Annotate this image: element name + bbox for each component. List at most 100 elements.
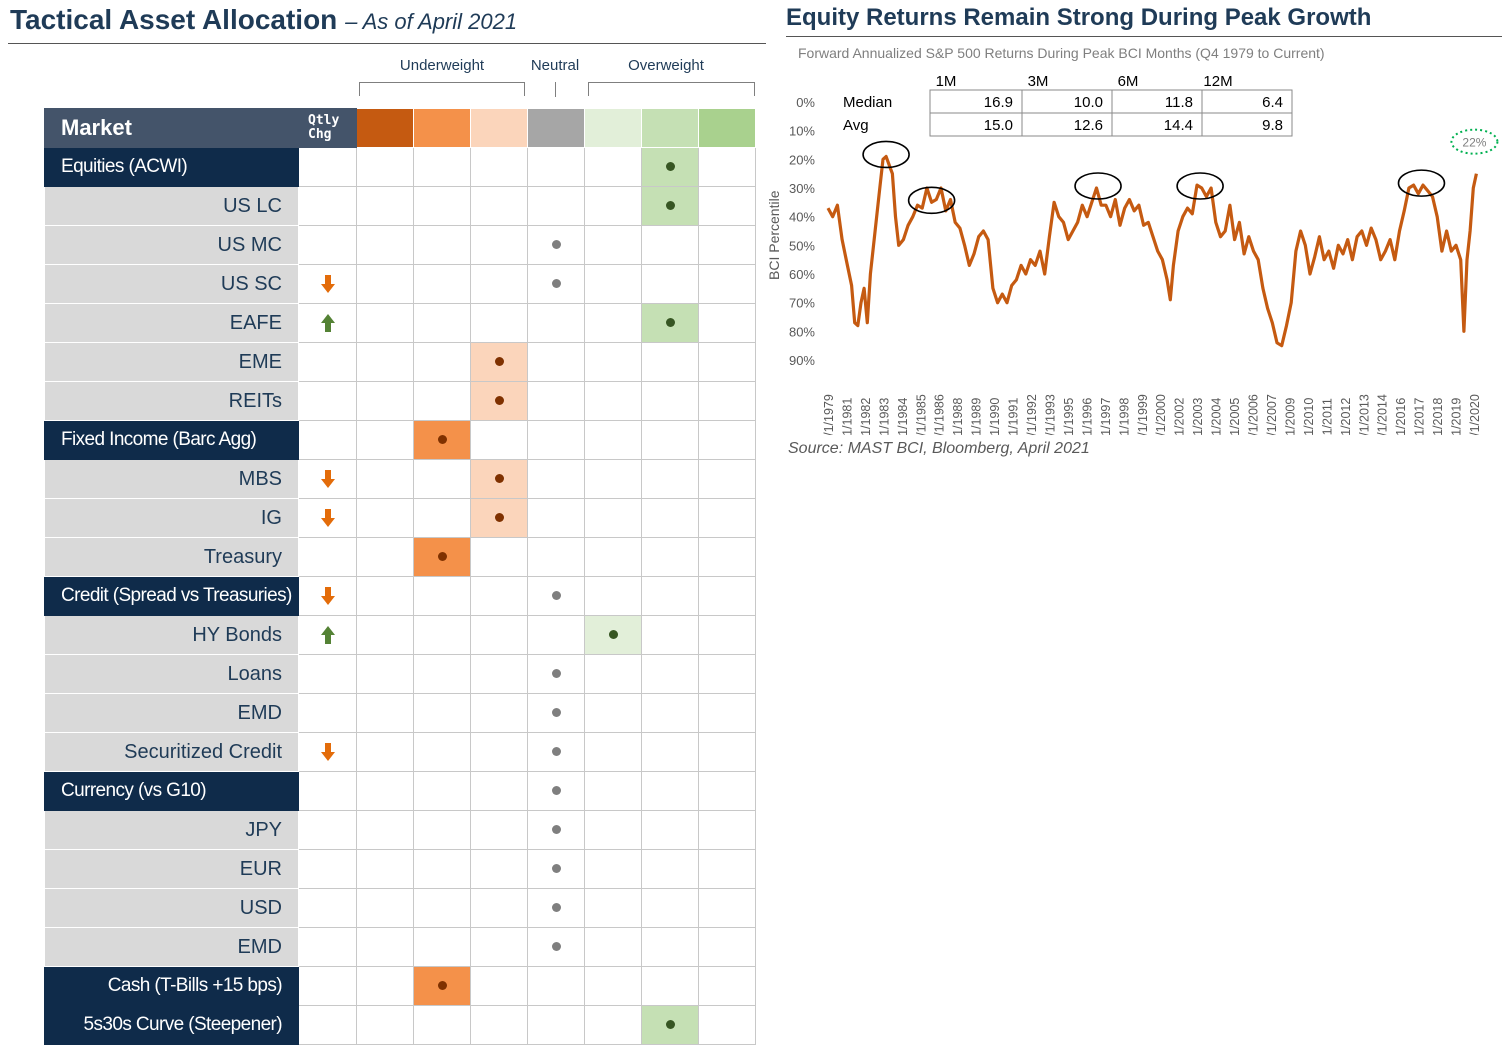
asset-label: EMD: [44, 693, 299, 733]
scale-swatch-1: [356, 108, 414, 148]
neutral-bracket: [555, 82, 556, 97]
x-tick-label: 4/1/1996: [1080, 398, 1094, 435]
allocation-scale-cell: [641, 459, 699, 499]
allocation-row: EME: [44, 342, 756, 382]
allocation-scale-cell: [584, 693, 642, 733]
scale-swatch-7: [698, 108, 756, 148]
allocation-scale-cell: [356, 420, 414, 460]
arrow-down-icon: [320, 509, 335, 527]
returns-column-header: 6M: [1118, 73, 1139, 90]
allocation-table: Market Qtly Chg Equities (ACWI) US LC US M…: [44, 108, 756, 1045]
y-tick-label: 20%: [789, 152, 815, 167]
allocation-scale-cell: [641, 381, 699, 421]
allocation-row: Treasury: [44, 537, 756, 577]
allocation-marker-dot: [608, 630, 618, 639]
allocation-row: 5s30s Curve (Steepener): [44, 1005, 756, 1045]
returns-value: 10.0: [1074, 94, 1103, 111]
x-tick-label: 4/1/1982: [859, 398, 873, 435]
allocation-scale-cell: [527, 576, 585, 616]
allocation-scale-cell: [698, 459, 756, 499]
allocation-scale-cell: [470, 1005, 528, 1045]
allocation-scale-cell: [413, 732, 471, 772]
quarterly-change-cell: [298, 927, 357, 967]
quarterly-change-cell: [298, 420, 357, 460]
asset-category-label: Credit (Spread vs Treasuries): [44, 576, 299, 616]
allocation-scale-cell: [356, 888, 414, 928]
y-axis-ticks: 0% 10% 20% 30% 40% 50% 60% 70% 80% 90%: [789, 95, 815, 368]
quarterly-change-cell: [298, 693, 357, 733]
y-tick-label: 40%: [789, 210, 815, 225]
allocation-row: Cash (T-Bills +15 bps): [44, 966, 756, 1006]
allocation-scale-cell: [413, 342, 471, 382]
quarterly-change-cell: [298, 1005, 357, 1045]
allocation-scale-cell: [584, 849, 642, 889]
x-tick-label: 2/1/2009: [1283, 398, 1297, 435]
asset-label: EUR: [44, 849, 299, 889]
x-tick-label: 8/1/1984: [896, 398, 910, 435]
chart-subtitle: Forward Annualized S&P 500 Returns Durin…: [798, 45, 1325, 61]
x-tick-label: 10/1/1999: [1136, 394, 1150, 435]
allocation-scale-cell: [641, 615, 699, 655]
scale-swatch-5: [584, 108, 642, 148]
quarterly-change-cell: [298, 771, 357, 811]
y-tick-label: 90%: [789, 353, 815, 368]
allocation-row: USD: [44, 888, 756, 928]
allocation-scale-cell: [641, 303, 699, 343]
allocation-scale-cell: [698, 927, 756, 967]
returns-value: 15.0: [984, 117, 1013, 134]
allocation-row: EUR: [44, 849, 756, 889]
asset-category-label: Currency (vs G10): [44, 771, 299, 811]
arrow-down-icon: [320, 587, 335, 605]
y-tick-label: 60%: [789, 267, 815, 282]
allocation-scale-cell: [527, 381, 585, 421]
allocation-scale-cell: [527, 810, 585, 850]
allocation-marker-dot: [665, 1020, 675, 1029]
returns-column-header: 1M: [936, 73, 957, 90]
allocation-scale-cell: [698, 147, 756, 187]
allocation-scale-cell: [470, 927, 528, 967]
allocation-scale-cell: [641, 888, 699, 928]
allocation-scale-cell: [698, 537, 756, 577]
asset-label: JPY: [44, 810, 299, 850]
quarterly-change-cell: [298, 342, 357, 382]
x-tick-label: 6/1/1997: [1099, 398, 1113, 435]
allocation-marker-dot: [437, 552, 447, 561]
allocation-scale-cell: [698, 303, 756, 343]
allocation-row: Loans: [44, 654, 756, 694]
quarterly-change-cell: [298, 225, 357, 265]
allocation-row: JPY: [44, 810, 756, 850]
allocation-scale-cell: [698, 849, 756, 889]
x-tick-label: 4/1/2003: [1191, 398, 1205, 435]
allocation-scale-cell: [470, 147, 528, 187]
allocation-row: Currency (vs G10): [44, 771, 756, 811]
allocation-marker-dot: [551, 279, 561, 288]
allocation-scale-cell: [584, 147, 642, 187]
allocation-scale-cell: [584, 459, 642, 499]
x-tick-label: 6/1/2004: [1210, 398, 1224, 435]
asset-label: Treasury: [44, 537, 299, 577]
quarterly-change-cell: [298, 303, 357, 343]
x-tick-label: 12/1/2000: [1154, 394, 1168, 435]
allocation-scale-cell: [470, 771, 528, 811]
allocation-scale-cell: [527, 966, 585, 1006]
allocation-scale-cell: [413, 810, 471, 850]
y-tick-label: 80%: [789, 324, 815, 339]
allocation-scale-cell: [356, 849, 414, 889]
allocation-row: EMD: [44, 927, 756, 967]
x-tick-label: 10/1/2020: [1468, 394, 1482, 435]
allocation-scale-cell: [641, 576, 699, 616]
allocation-marker-dot: [551, 591, 561, 600]
allocation-scale-cell: [698, 654, 756, 694]
allocation-scale-cell: [470, 693, 528, 733]
asset-label: IG: [44, 498, 299, 538]
allocation-scale-cell: [641, 849, 699, 889]
allocation-scale-cell: [641, 225, 699, 265]
allocation-scale-cell: [641, 771, 699, 811]
asset-label: US SC: [44, 264, 299, 304]
allocation-marker-dot: [551, 747, 561, 756]
returns-column-header: 12M: [1203, 73, 1232, 90]
allocation-scale-cell: [356, 771, 414, 811]
allocation-marker-dot: [551, 903, 561, 912]
allocation-scale-cell: [470, 498, 528, 538]
allocation-scale-cell: [470, 225, 528, 265]
